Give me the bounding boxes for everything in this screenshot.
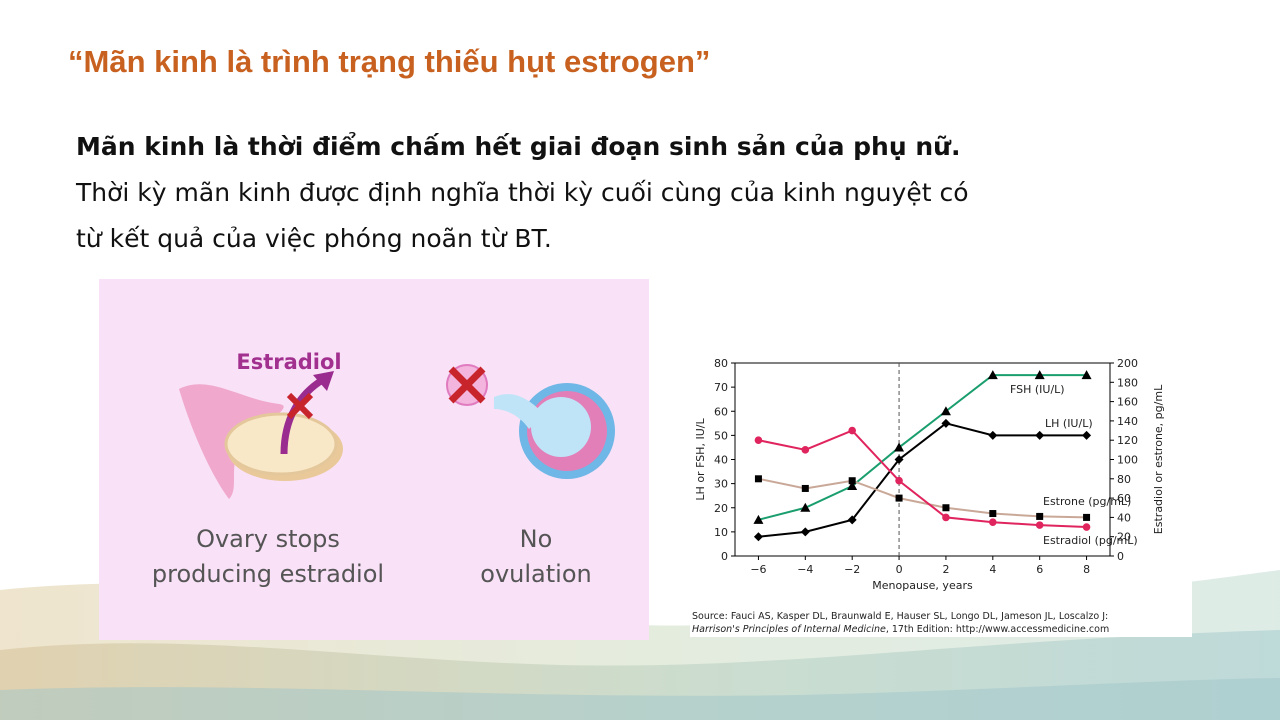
y-tick-label: 50 <box>714 429 728 442</box>
marker <box>941 418 951 428</box>
marker <box>894 455 904 464</box>
source: Source: Fauci AS, Kasper DL, Braunwald E… <box>692 611 1108 622</box>
marker <box>989 510 997 518</box>
y2-tick-label: 60 <box>1117 492 1131 505</box>
series-label: FSH (IU/L) <box>1010 383 1065 396</box>
x-tick-label: 4 <box>989 563 996 576</box>
y2-tick-label: 100 <box>1117 454 1138 467</box>
y-tick-label: 0 <box>721 550 728 563</box>
marker <box>1035 430 1045 440</box>
body-bold: Mãn kinh là thời điểm chấm hết giai đoạn… <box>76 132 961 161</box>
body-line: từ kết quả của việc phóng noãn từ BT. <box>76 224 552 253</box>
marker <box>895 476 903 485</box>
title: “Mãn kinh là trình trạng thiếu hụt estro… <box>68 44 711 79</box>
marker <box>1083 513 1091 521</box>
y2-tick-label: 0 <box>1117 550 1124 563</box>
y2-tick-label: 120 <box>1117 434 1138 447</box>
body-text: Mãn kinh là thời điểm chấm hết giai đoạn… <box>76 124 1196 262</box>
marker <box>989 518 997 527</box>
x-tick-label: −6 <box>750 563 766 576</box>
series-line <box>758 422 1087 538</box>
marker <box>753 532 763 542</box>
y-axis-label: LH or FSH, IU/L <box>694 418 707 501</box>
marker <box>894 442 905 452</box>
y-tick-label: 30 <box>714 478 728 491</box>
series-label: LH (IU/L) <box>1045 417 1093 430</box>
marker <box>800 527 810 537</box>
marker <box>848 426 856 435</box>
marker <box>1082 523 1091 531</box>
marker <box>801 446 810 454</box>
x-tick-label: −4 <box>797 563 813 576</box>
marker <box>1035 521 1044 529</box>
chart: 0102030405060708002040608010012014016018… <box>690 345 1192 637</box>
y2-tick-label: 200 <box>1117 357 1138 370</box>
hill <box>0 678 1280 720</box>
caption: Ovary stops <box>196 525 340 553</box>
y2-tick-label: 140 <box>1117 415 1138 428</box>
series-label: Estrone (pg/mL) <box>1043 495 1131 508</box>
y2-tick-label: 180 <box>1117 376 1138 389</box>
marker <box>940 406 951 416</box>
y-tick-label: 60 <box>714 405 728 418</box>
x-tick-label: 0 <box>896 563 903 576</box>
marker <box>942 513 950 522</box>
chart-bg <box>690 345 1192 637</box>
series-label: Estradiol (pg/mL) <box>1043 534 1138 547</box>
marker <box>754 475 762 483</box>
marker <box>754 436 763 444</box>
marker <box>987 370 998 380</box>
caption: producing estradiol <box>152 560 384 588</box>
y2-tick-label: 40 <box>1117 511 1131 524</box>
marker <box>847 481 858 491</box>
caption: No <box>520 525 553 553</box>
y-tick-label: 80 <box>714 357 728 370</box>
series-line <box>758 429 1087 529</box>
y-tick-label: 40 <box>714 454 728 467</box>
y-tick-label: 70 <box>714 381 728 394</box>
marker <box>1036 512 1044 520</box>
x-mark <box>286 392 314 420</box>
marker <box>848 477 856 485</box>
marker <box>942 504 950 512</box>
marker <box>988 430 998 440</box>
illustration: Estradiol Ovary stops producing estradio… <box>99 279 649 640</box>
marker <box>800 502 811 512</box>
caption: ovulation <box>480 560 591 588</box>
x-tick-label: 6 <box>1036 563 1043 576</box>
hormone-label: Estradiol <box>236 350 341 374</box>
marker <box>1034 370 1045 380</box>
source: Harrison's Principles of Internal Medici… <box>692 624 1109 635</box>
follicle-core <box>531 397 591 457</box>
x-axis-label: Menopause, years <box>872 579 973 592</box>
marker <box>1082 430 1092 440</box>
rupture <box>494 394 544 429</box>
y-tick-label: 10 <box>714 526 728 539</box>
marker <box>753 514 764 524</box>
x-tick-label: 2 <box>942 563 949 576</box>
marker <box>1081 370 1092 380</box>
body-line: Thời kỳ mãn kinh được định nghĩa thời kỳ… <box>76 178 969 207</box>
x-mark <box>448 366 486 404</box>
x-tick-label: −2 <box>844 563 860 576</box>
source-rest: , 17th Edition: http://www.accessmedicin… <box>886 624 1109 635</box>
y2-tick-label: 80 <box>1117 473 1131 486</box>
series-line <box>758 477 1087 519</box>
y2-tick-label: 20 <box>1117 531 1131 544</box>
marker <box>801 484 809 492</box>
series-line <box>758 374 1087 521</box>
arrow-head <box>313 371 334 391</box>
y2-tick-label: 160 <box>1117 396 1138 409</box>
y2-axis-label: Estradiol or estrone, pg/mL <box>1152 384 1165 534</box>
source-italic: Harrison's Principles of Internal Medici… <box>692 624 886 635</box>
x-tick-label: 8 <box>1083 563 1090 576</box>
y-tick-label: 20 <box>714 502 728 515</box>
marker <box>847 515 857 525</box>
marker <box>895 494 903 502</box>
